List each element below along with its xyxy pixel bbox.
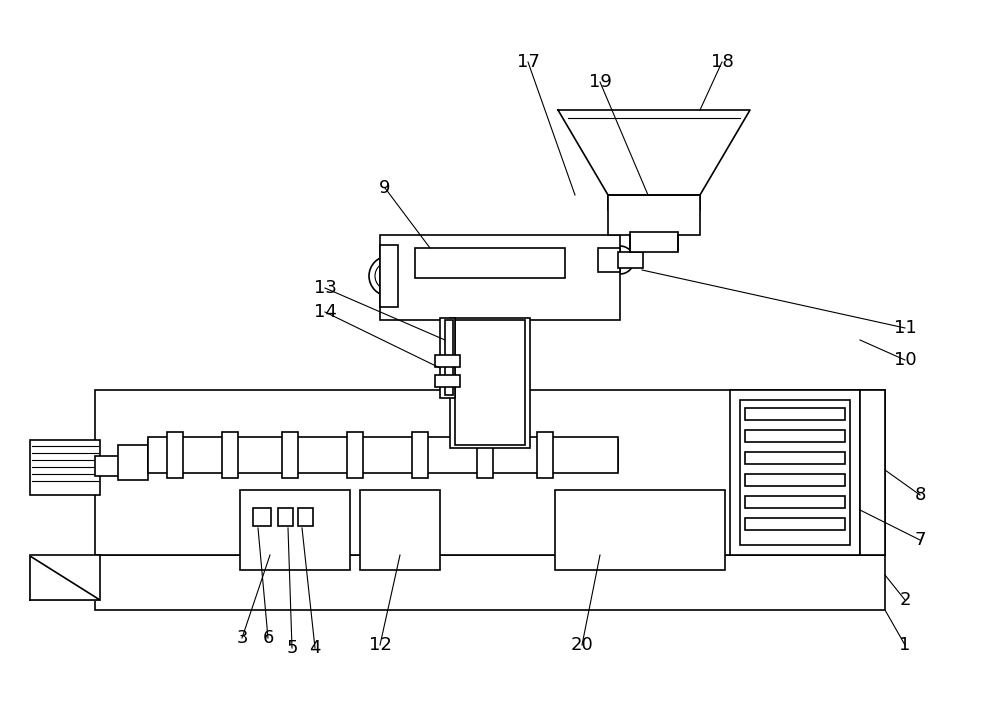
Bar — [148, 437, 618, 473]
Bar — [118, 445, 148, 480]
Bar — [347, 432, 363, 478]
Bar — [455, 320, 525, 445]
Bar — [745, 452, 845, 464]
Text: 17: 17 — [517, 53, 539, 71]
Text: 12: 12 — [369, 636, 391, 654]
Text: 10: 10 — [894, 351, 916, 369]
Text: 14: 14 — [314, 303, 336, 321]
Bar — [380, 245, 398, 307]
Bar — [445, 320, 453, 395]
Circle shape — [606, 246, 634, 274]
Bar — [745, 518, 845, 530]
Text: 6: 6 — [262, 629, 274, 647]
Bar — [298, 508, 313, 526]
Text: 4: 4 — [309, 639, 321, 657]
Bar — [278, 508, 293, 526]
Bar — [435, 375, 460, 387]
Polygon shape — [30, 556, 100, 600]
Text: 2: 2 — [899, 591, 911, 609]
Bar — [415, 248, 565, 278]
Text: 3: 3 — [236, 629, 248, 647]
Bar — [412, 432, 428, 478]
Bar — [380, 235, 620, 320]
Bar — [608, 195, 700, 235]
Text: 1: 1 — [899, 636, 911, 654]
Circle shape — [375, 262, 403, 290]
Polygon shape — [558, 110, 750, 195]
Bar — [450, 318, 530, 448]
Bar — [240, 490, 350, 570]
Text: 8: 8 — [914, 486, 926, 504]
Bar — [167, 432, 183, 478]
Bar — [740, 400, 850, 545]
Bar — [598, 248, 620, 272]
Text: 19: 19 — [589, 73, 611, 91]
Bar — [555, 490, 725, 570]
Bar — [222, 432, 238, 478]
Bar — [30, 440, 100, 495]
Bar — [537, 432, 553, 478]
Bar — [730, 390, 860, 555]
Bar — [477, 432, 493, 478]
Bar — [745, 430, 845, 442]
Bar — [95, 456, 120, 476]
Bar — [435, 355, 460, 367]
Bar — [630, 232, 678, 252]
Text: 7: 7 — [914, 531, 926, 549]
Bar — [95, 555, 885, 610]
Text: 11: 11 — [894, 319, 916, 337]
Bar — [95, 390, 885, 555]
Text: 20: 20 — [571, 636, 593, 654]
Bar — [30, 555, 100, 600]
Circle shape — [369, 256, 409, 296]
Bar — [282, 432, 298, 478]
Text: 5: 5 — [286, 639, 298, 657]
Bar — [745, 408, 845, 420]
Bar — [360, 490, 440, 570]
Bar — [618, 252, 643, 268]
Text: 9: 9 — [379, 179, 391, 197]
Bar — [745, 496, 845, 508]
Bar — [745, 474, 845, 486]
Bar — [148, 440, 618, 470]
Bar — [440, 318, 455, 398]
Bar — [860, 390, 885, 555]
Text: 13: 13 — [314, 279, 336, 297]
Text: 18: 18 — [711, 53, 733, 71]
Bar — [253, 508, 271, 526]
